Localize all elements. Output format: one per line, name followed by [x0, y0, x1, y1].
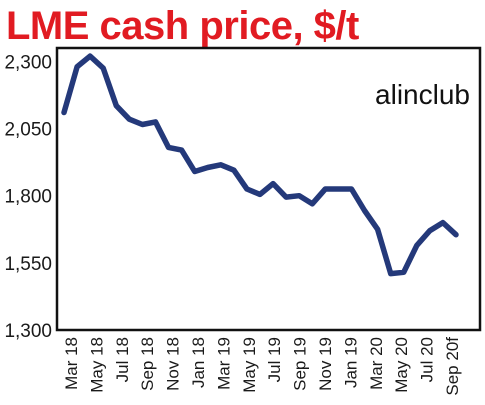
y-tick-label: 1,800 [4, 187, 52, 208]
x-tick-label: Nov 18 [164, 337, 183, 391]
plot-area-border [55, 46, 482, 332]
x-tick-label: Nov 19 [316, 337, 335, 391]
watermark-text: alinclub [375, 79, 470, 110]
x-tick-label: May 18 [87, 337, 106, 393]
x-tick-label: Sep 19 [291, 337, 310, 391]
x-tick-label: Jan 19 [341, 337, 360, 388]
y-tick-label: 2,300 [4, 52, 52, 73]
x-tick-label: Mar 18 [62, 337, 81, 390]
y-tick-label: 1,550 [4, 254, 52, 275]
y-axis-ticks: 2,300 2,050 1,800 1,550 1,300 [4, 52, 52, 342]
x-tick-label: Sep 20f [443, 337, 462, 396]
x-tick-label: May 19 [240, 337, 259, 393]
chart-title: LME cash price, $/t [6, 4, 359, 48]
x-axis-ticks: Mar 18 May 18 Jul 18 Sep 18 Nov 18 Jan 18 Mar … [62, 337, 462, 396]
series-line [61, 53, 459, 277]
x-tick-label: Sep 18 [138, 337, 157, 391]
x-tick-label: Mar 20 [367, 337, 386, 390]
y-tick-label: 2,050 [4, 120, 52, 141]
x-tick-label: May 20 [392, 337, 411, 393]
x-tick-label: Jul 20 [418, 337, 437, 382]
series-group [61, 53, 459, 277]
y-tick-label: 1,300 [4, 321, 52, 342]
x-tick-label: Jul 18 [113, 337, 132, 382]
x-tick-label: Mar 19 [214, 337, 233, 390]
x-tick-label: Jul 19 [265, 337, 284, 382]
x-tick-label: Jan 18 [189, 337, 208, 388]
